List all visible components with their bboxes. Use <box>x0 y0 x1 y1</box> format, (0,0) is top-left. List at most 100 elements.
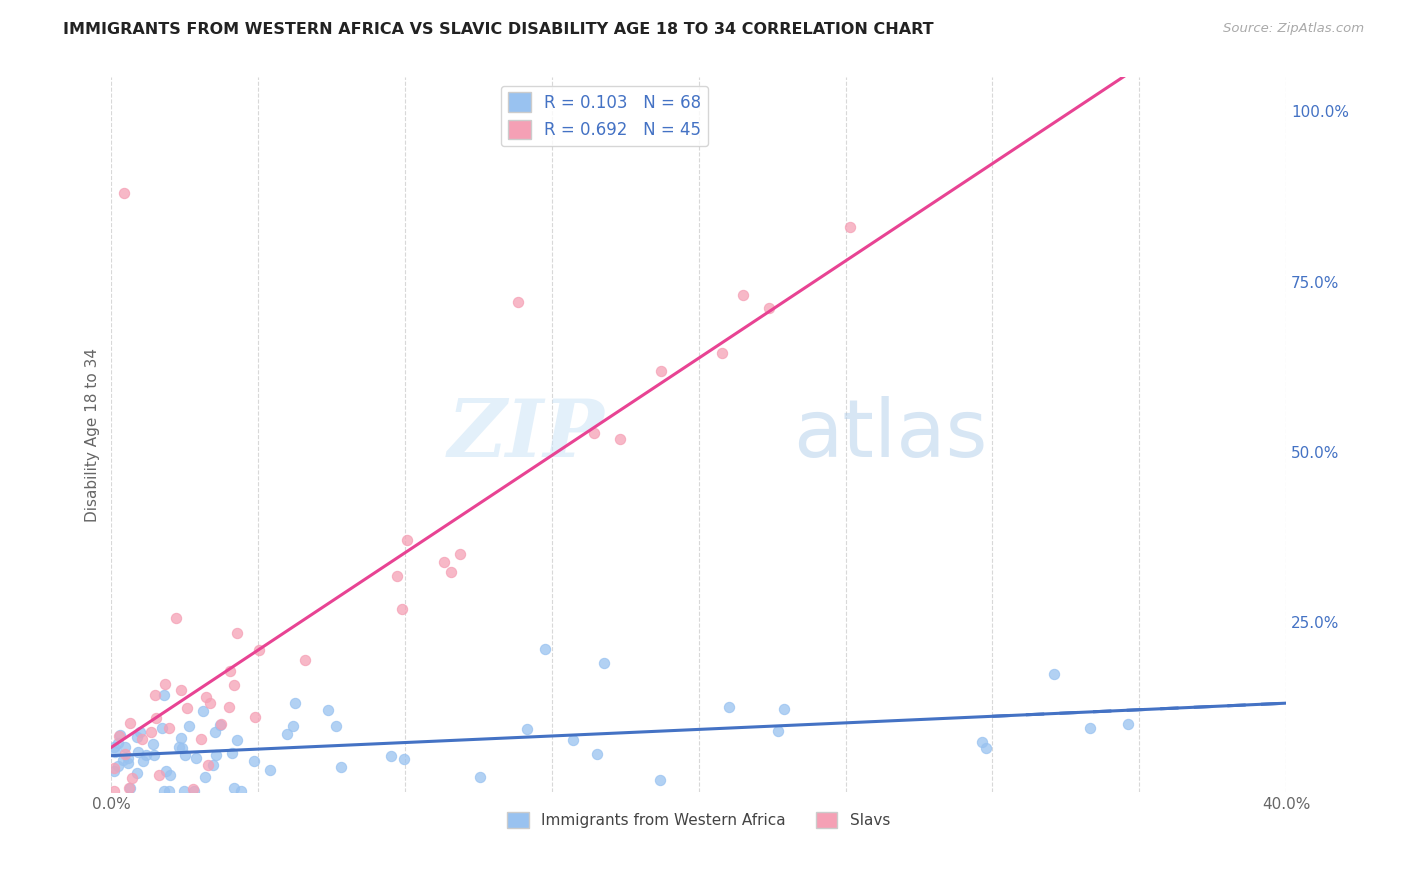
Point <box>143 747 166 762</box>
Point <box>224 678 246 692</box>
Point <box>121 771 143 785</box>
Point <box>108 730 131 744</box>
Point <box>183 783 205 797</box>
Point <box>114 747 136 761</box>
Point <box>711 345 734 359</box>
Point <box>733 288 755 302</box>
Text: atlas: atlas <box>793 396 987 474</box>
Point <box>131 732 153 747</box>
Point <box>243 754 266 768</box>
Point <box>127 730 149 744</box>
Point <box>193 704 215 718</box>
Point <box>173 783 195 797</box>
Point <box>766 723 789 738</box>
Point <box>186 750 208 764</box>
Point <box>585 747 607 761</box>
Point <box>221 746 243 760</box>
Point <box>392 752 415 766</box>
Point <box>157 721 180 735</box>
Point <box>468 771 491 785</box>
Point <box>103 783 125 797</box>
Point <box>380 749 402 764</box>
Point <box>157 783 180 797</box>
Point <box>224 780 246 795</box>
Point <box>117 756 139 770</box>
Point <box>143 688 166 702</box>
Point <box>247 642 270 657</box>
Point <box>148 768 170 782</box>
Point <box>150 722 173 736</box>
Point <box>155 764 177 779</box>
Point <box>120 715 142 730</box>
Legend: Immigrants from Western Africa, Slavs: Immigrants from Western Africa, Slavs <box>501 806 896 834</box>
Point <box>177 719 200 733</box>
Point <box>153 676 176 690</box>
Point <box>165 611 187 625</box>
Point <box>974 740 997 755</box>
Point <box>229 783 252 797</box>
Point <box>284 696 307 710</box>
Point <box>218 664 240 678</box>
Point <box>773 702 796 716</box>
Point <box>506 295 529 310</box>
Point <box>153 688 176 702</box>
Point <box>718 700 741 714</box>
Point <box>226 733 249 747</box>
Point <box>609 433 631 447</box>
Point <box>449 547 471 561</box>
Point <box>170 683 193 698</box>
Point <box>440 565 463 579</box>
Point <box>135 748 157 763</box>
Point <box>112 186 135 201</box>
Point <box>125 766 148 780</box>
Point <box>433 555 456 569</box>
Point <box>970 735 993 749</box>
Point <box>145 711 167 725</box>
Point <box>391 602 413 616</box>
Point <box>194 770 217 784</box>
Point <box>218 699 240 714</box>
Point <box>120 780 142 795</box>
Point <box>128 725 150 739</box>
Point <box>104 745 127 759</box>
Text: IMMIGRANTS FROM WESTERN AFRICA VS SLAVIC DISABILITY AGE 18 TO 34 CORRELATION CHA: IMMIGRANTS FROM WESTERN AFRICA VS SLAVIC… <box>63 22 934 37</box>
Point <box>387 568 409 582</box>
Point <box>758 301 780 316</box>
Point <box>318 703 340 717</box>
Point <box>1116 717 1139 731</box>
Point <box>838 220 860 235</box>
Point <box>132 754 155 768</box>
Point <box>174 747 197 762</box>
Point <box>1042 667 1064 681</box>
Point <box>103 739 125 754</box>
Text: Source: ZipAtlas.com: Source: ZipAtlas.com <box>1223 22 1364 36</box>
Point <box>103 761 125 775</box>
Point <box>582 426 605 441</box>
Point <box>325 719 347 733</box>
Point <box>198 696 221 710</box>
Point <box>127 745 149 759</box>
Point <box>593 656 616 670</box>
Point <box>208 718 231 732</box>
Point <box>329 760 352 774</box>
Point <box>201 757 224 772</box>
Point <box>516 722 538 736</box>
Point <box>107 736 129 750</box>
Text: ZIP: ZIP <box>449 396 605 474</box>
Point <box>294 653 316 667</box>
Point <box>111 753 134 767</box>
Point <box>110 728 132 742</box>
Point <box>176 701 198 715</box>
Point <box>167 740 190 755</box>
Point <box>118 780 141 795</box>
Point <box>650 364 672 378</box>
Point <box>243 710 266 724</box>
Point <box>114 739 136 754</box>
Point <box>117 750 139 764</box>
Point <box>226 626 249 640</box>
Point <box>209 717 232 731</box>
Point <box>153 783 176 797</box>
Point <box>1078 722 1101 736</box>
Point <box>204 725 226 739</box>
Point <box>205 747 228 762</box>
